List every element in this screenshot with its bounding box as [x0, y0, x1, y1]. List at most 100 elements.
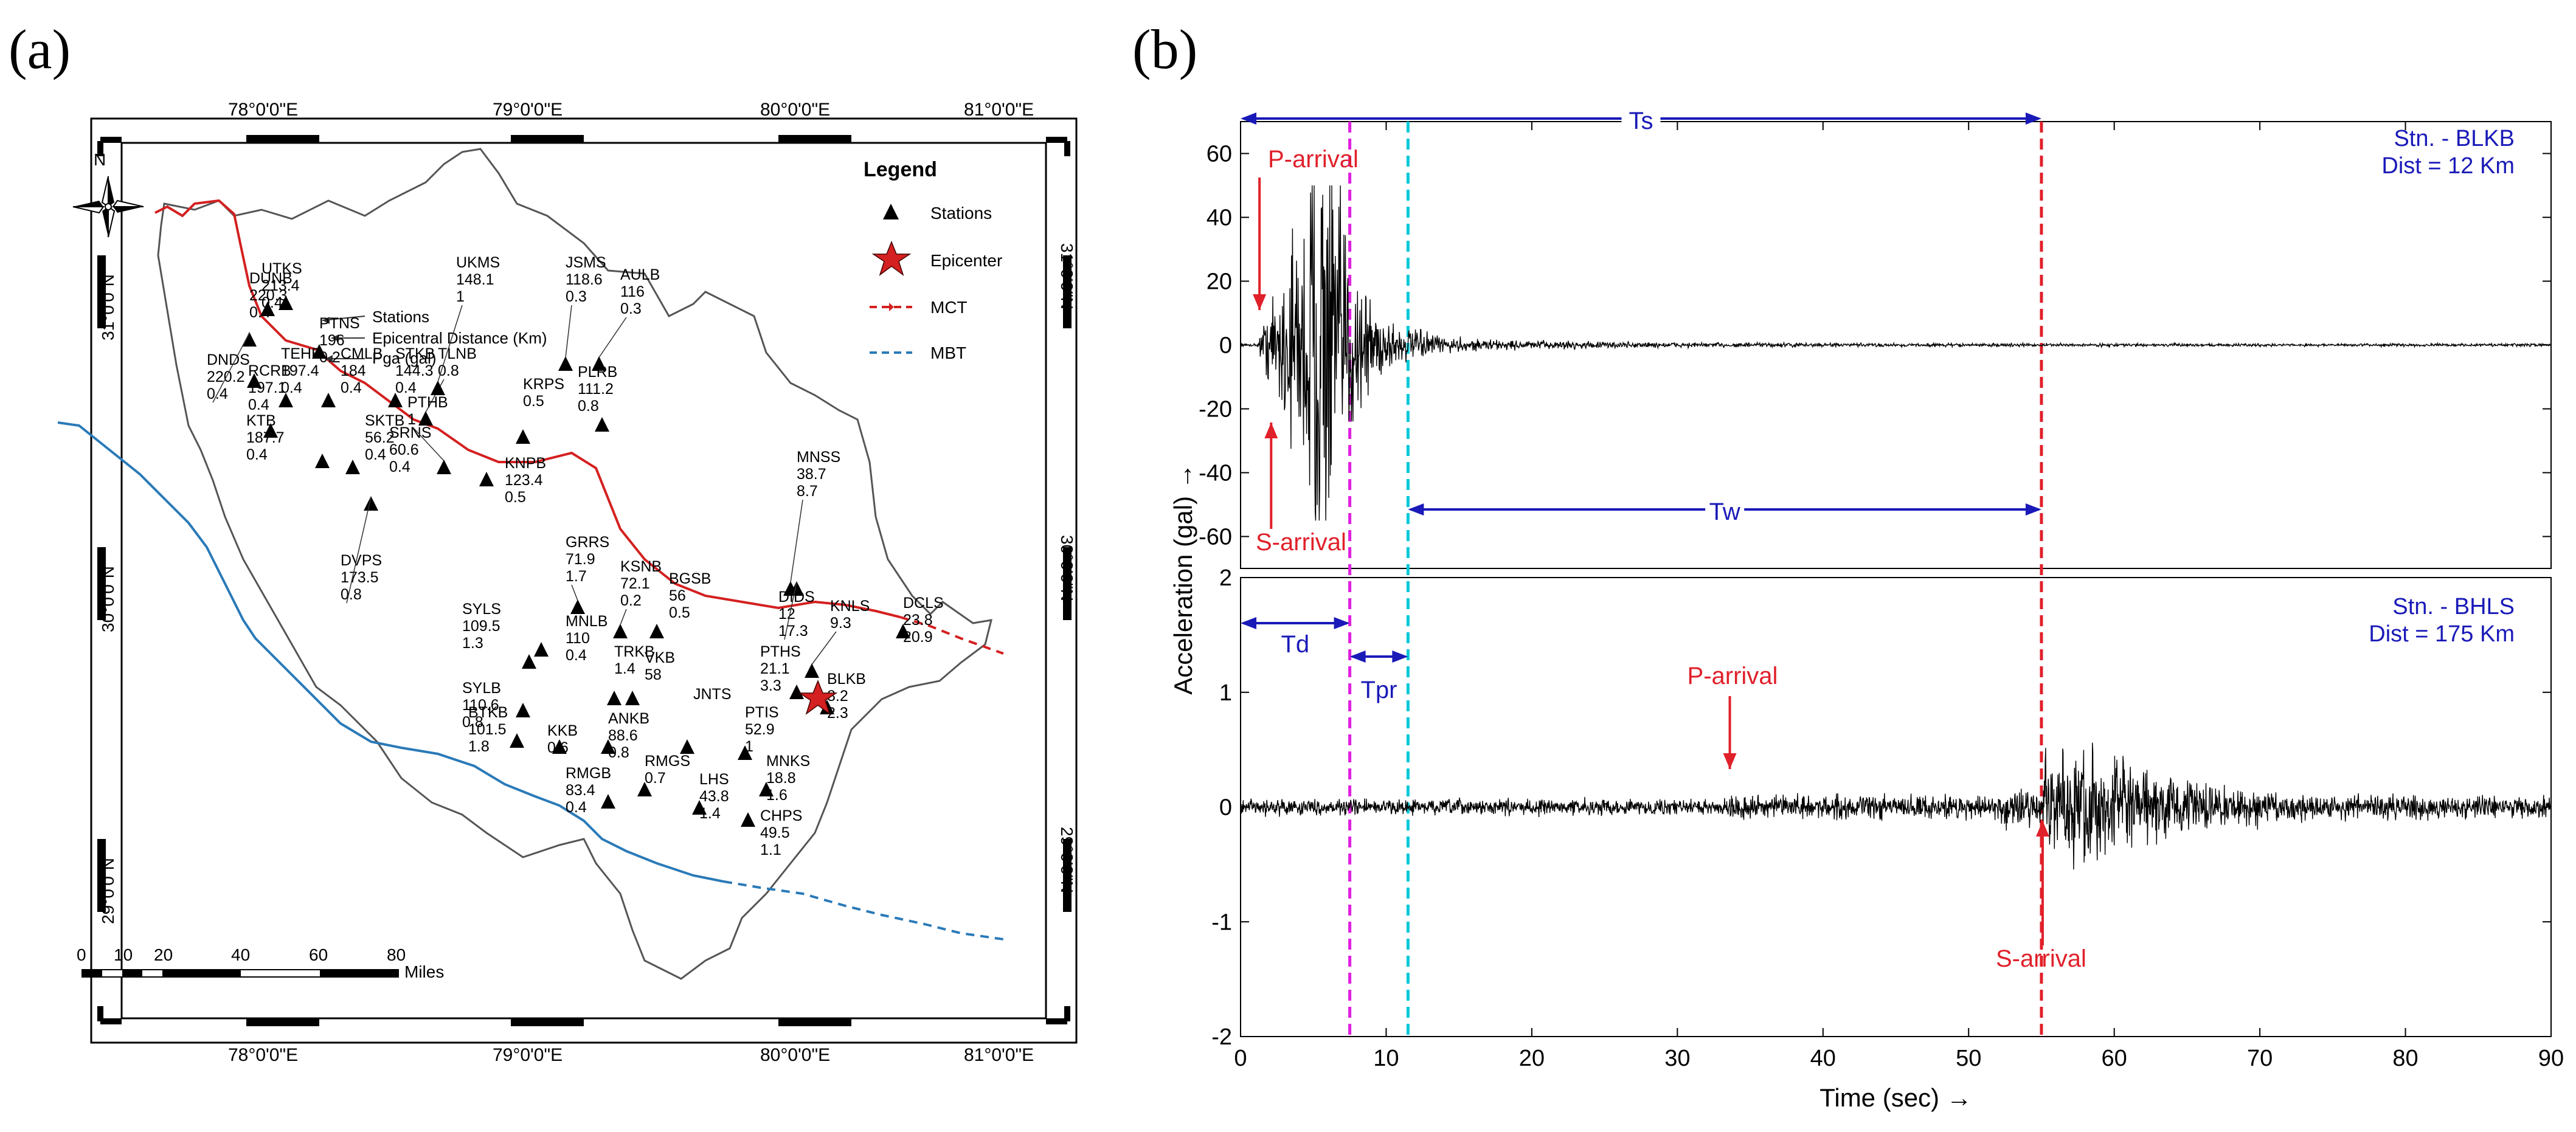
lat-label-left-31: 31°0'0"N — [99, 274, 117, 340]
x-tick-label: 50 — [1956, 1046, 1981, 1071]
legend-epicenter: Epicenter — [930, 251, 1002, 270]
station-distance: 118.6 — [566, 271, 603, 288]
station-marker — [279, 295, 293, 310]
station-id: KTB — [246, 412, 276, 429]
station-marker — [315, 454, 330, 468]
station-marker — [516, 429, 530, 444]
station-marker — [601, 739, 615, 754]
station-id: UKMS — [456, 254, 500, 271]
station-id: BTKB — [468, 704, 508, 721]
mbt-thrust-line — [57, 421, 724, 883]
station-pga: 1.7 — [566, 568, 587, 585]
y-tick-label-top: 20 — [1207, 269, 1232, 295]
station-leader-line — [598, 317, 627, 358]
y-tick-label-top: -40 — [1199, 461, 1232, 486]
station-id: PTIS — [745, 704, 779, 721]
station-name-top: Stn. - BLKB — [2394, 126, 2515, 151]
p-arrival-arrow-bottom-head — [1723, 753, 1737, 769]
td-arrow-head-left — [1241, 617, 1256, 629]
station-id: SYLB — [462, 680, 501, 697]
station-pga: 0.5 — [669, 604, 690, 621]
station-pga: 20.9 — [903, 629, 933, 646]
station-marker — [896, 624, 910, 638]
mct-dashed — [899, 616, 1004, 655]
station-pga: 3.3 — [760, 677, 781, 694]
station-distance: 184 — [341, 362, 366, 379]
station-id: ANKB — [608, 710, 649, 727]
legend-mct: MCT — [930, 298, 968, 317]
ts-arrow-head-right — [2025, 112, 2041, 125]
station-leader-line — [790, 499, 803, 583]
station-id: VKB — [645, 649, 675, 666]
lat-label-right-31: 31°0'0"N — [1058, 243, 1076, 309]
station-distance: 56.2 — [365, 429, 395, 446]
station-id: KSNB — [620, 558, 662, 575]
station-pga: 8.7 — [797, 483, 818, 500]
station-distance: 72.1 — [620, 575, 650, 592]
lat-label-right-30: 30°0'0"N — [1058, 535, 1076, 601]
station-marker — [738, 745, 752, 760]
station-pga: 0.8 — [578, 398, 599, 415]
station-distance: 21.1 — [760, 660, 790, 677]
station-distance: 110 — [566, 630, 590, 647]
station-id: RMGS — [645, 753, 690, 770]
station-id: PLRB — [578, 364, 617, 381]
station-marker — [522, 654, 536, 669]
station-id: BLKB — [827, 671, 866, 688]
station-leader-line — [620, 609, 627, 626]
plot-frame-bottom — [1240, 577, 2552, 1037]
station-marker — [805, 663, 819, 678]
s-arrival-label-bottom: S-arrival — [1996, 945, 2086, 972]
station-id: KNPB — [505, 455, 546, 472]
s-arrival-arrow-bottom-head — [2035, 821, 2049, 837]
station-distance: 144.3 — [395, 362, 434, 379]
station-marker — [558, 356, 573, 371]
x-tick-label: 90 — [2538, 1046, 2564, 1071]
scale-tick-0: 0 — [77, 945, 86, 964]
station-id: MNSS — [797, 449, 840, 466]
station-pga: 0.4 — [365, 446, 386, 463]
station-pga: 17.3 — [778, 623, 808, 640]
s-arrival-arrow-top-head — [1264, 423, 1278, 438]
station-marker — [242, 332, 257, 347]
station-leader-line — [425, 379, 445, 413]
station-leader-line — [811, 631, 837, 665]
station-callouts: Stations Epicentral Distance (Km) Pga (g… — [322, 308, 547, 367]
lon-label-top-80: 80°0'0"E — [760, 100, 830, 120]
station-id: SYLS — [462, 601, 501, 618]
trace-blkb — [1240, 185, 2552, 521]
station-id: PTHS — [760, 643, 801, 660]
x-tick-label: 70 — [2247, 1046, 2273, 1071]
station-marker — [437, 460, 451, 474]
td-label: Td — [1281, 631, 1309, 658]
station-distance: 43.8 — [699, 788, 729, 805]
station-id: KKB — [547, 722, 578, 739]
station-distance: 110.6 — [462, 697, 499, 714]
station-id: TRKB — [614, 643, 655, 660]
lat-label-right-29: 29°0'0"N — [1058, 827, 1076, 893]
station-id: MNLB — [566, 613, 608, 630]
station-distance: 9.3 — [830, 615, 851, 632]
station-distance: 1.4 — [614, 660, 635, 677]
station-pga: 1 — [745, 738, 753, 755]
x-tick-label: 60 — [2102, 1046, 2127, 1071]
station-id: PTNS — [319, 315, 360, 332]
tpr-arrow-head-left — [1349, 651, 1366, 663]
station-pga: 0.8 — [341, 586, 362, 603]
station-dist-top: Dist = 12 Km — [2381, 153, 2515, 179]
station-id: DVPS — [341, 552, 382, 569]
station-distance: 220.3 — [249, 287, 288, 304]
